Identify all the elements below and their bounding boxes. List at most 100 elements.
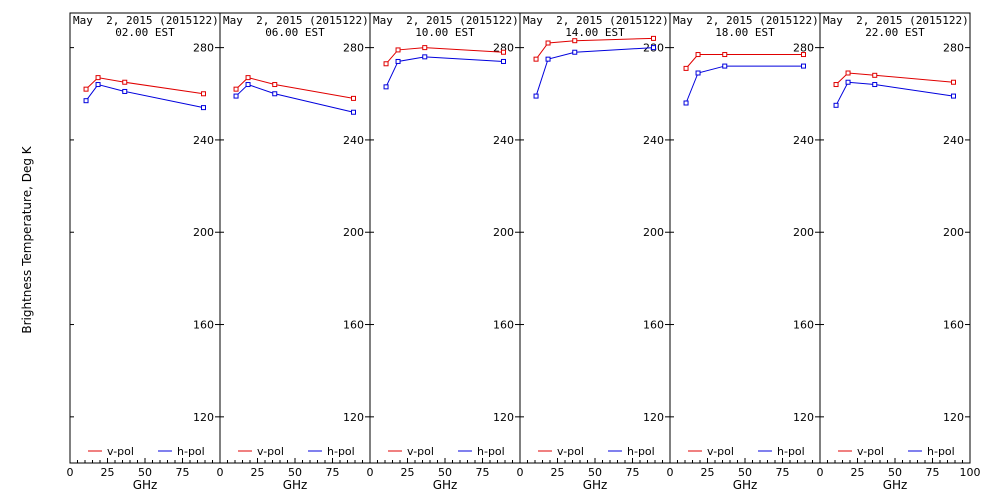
y-tick-label: 120 xyxy=(193,411,214,424)
x-tick-label: 0 xyxy=(817,466,824,479)
y-tick-label: 280 xyxy=(193,42,214,55)
x-tick-label: 25 xyxy=(101,466,115,479)
data-point-h-pol xyxy=(383,84,389,90)
data-point-h-pol xyxy=(395,58,401,64)
y-tick-label: 200 xyxy=(793,226,814,239)
x-tick-label: 50 xyxy=(138,466,152,479)
y-tick-label: 160 xyxy=(193,319,214,332)
data-point-h-pol xyxy=(695,70,701,76)
panel-title-time: 22.00 EST xyxy=(865,26,925,39)
data-point-h-pol xyxy=(872,82,878,88)
data-point-h-pol xyxy=(95,82,101,88)
data-point-h-pol xyxy=(683,100,689,106)
data-point-v-pol xyxy=(833,82,839,88)
data-point-v-pol xyxy=(233,86,239,92)
series-line-v-pol xyxy=(835,72,954,85)
panel-6: May 2, 2015 (2015122)22.00 EST 120 160 200 2… xyxy=(817,12,981,492)
data-point-v-pol xyxy=(533,56,539,62)
y-tick-label: 240 xyxy=(643,134,664,147)
data-point-v-pol xyxy=(695,52,701,58)
panel-1: May 2, 2015 (2015122)02.00 EST 120 160 200 2… xyxy=(67,12,221,492)
y-tick-label: 240 xyxy=(193,134,214,147)
data-point-v-pol xyxy=(951,79,956,85)
x-tick-label: 0 xyxy=(67,466,74,479)
series-line-v-pol xyxy=(385,47,504,65)
data-point-h-pol xyxy=(951,93,956,99)
x-tick-label: 50 xyxy=(888,466,902,479)
y-tick-label: 280 xyxy=(343,42,364,55)
y-tick-label: 280 xyxy=(793,42,814,55)
x-tick-label: 75 xyxy=(776,466,790,479)
y-tick-label: 160 xyxy=(343,319,364,332)
panel-title-time: 14.00 EST xyxy=(565,26,625,39)
data-point-h-pol xyxy=(545,56,551,62)
legend-label-h-pol: h-pol xyxy=(627,445,655,458)
data-point-v-pol xyxy=(201,91,206,97)
panel-3: May 2, 2015 (2015122)10.00 EST 120 160 200 2… xyxy=(367,12,521,492)
legend-label-h-pol: h-pol xyxy=(927,445,955,458)
data-point-h-pol xyxy=(845,79,851,85)
x-tick-label: 50 xyxy=(288,466,302,479)
series-line-v-pol xyxy=(685,54,804,69)
panels: May 2, 2015 (2015122)02.00 EST1201602002… xyxy=(67,12,981,492)
x-tick-label: 100 xyxy=(960,466,981,479)
x-tick-label: 0 xyxy=(517,466,524,479)
series-line-h-pol xyxy=(685,65,804,104)
series-line-h-pol xyxy=(385,56,504,88)
data-point-v-pol xyxy=(872,72,878,78)
x-tick-label: 25 xyxy=(851,466,865,479)
data-point-v-pol xyxy=(845,70,851,76)
data-point-v-pol xyxy=(351,95,356,101)
x-tick-label: 25 xyxy=(401,466,415,479)
data-point-h-pol xyxy=(651,45,656,51)
y-tick-label: 200 xyxy=(193,226,214,239)
data-point-h-pol xyxy=(83,98,89,104)
data-point-v-pol xyxy=(572,38,578,44)
x-tick-label: 75 xyxy=(176,466,190,479)
series-line-v-pol xyxy=(535,37,654,60)
x-tick-label: 75 xyxy=(626,466,640,479)
y-tick-label: 200 xyxy=(493,226,514,239)
x-tick-label: 75 xyxy=(476,466,490,479)
panel-title-time: 18.00 EST xyxy=(715,26,775,39)
panel-title-date: May 2, 2015 (2015122) xyxy=(523,14,669,27)
data-point-v-pol xyxy=(245,75,251,81)
x-tick-label: 25 xyxy=(551,466,565,479)
y-tick-label: 200 xyxy=(643,226,664,239)
data-point-v-pol xyxy=(422,45,428,51)
panel-title-date: May 2, 2015 (2015122) xyxy=(223,14,369,27)
x-axis-label: GHz xyxy=(433,478,458,492)
panel-4: May 2, 2015 (2015122)14.00 EST 120 160 200 2… xyxy=(517,12,671,492)
series-line-h-pol xyxy=(235,83,354,113)
y-tick-label: 280 xyxy=(943,42,964,55)
data-point-v-pol xyxy=(395,47,401,53)
data-point-v-pol xyxy=(83,86,89,92)
x-axis-label: GHz xyxy=(283,478,308,492)
legend-label-h-pol: h-pol xyxy=(477,445,505,458)
data-point-v-pol xyxy=(683,65,689,71)
data-point-h-pol xyxy=(801,63,806,69)
legend-label-v-pol: v-pol xyxy=(257,445,284,458)
x-axis-label: GHz xyxy=(583,478,608,492)
y-tick-label: 280 xyxy=(493,42,514,55)
data-point-h-pol xyxy=(233,93,239,99)
x-tick-label: 50 xyxy=(588,466,602,479)
x-axis-label: GHz xyxy=(733,478,758,492)
data-point-v-pol xyxy=(95,75,101,81)
x-tick-label: 25 xyxy=(251,466,265,479)
x-tick-label: 0 xyxy=(217,466,224,479)
y-tick-label: 160 xyxy=(943,319,964,332)
data-point-h-pol xyxy=(722,63,728,69)
legend-label-v-pol: v-pol xyxy=(107,445,134,458)
y-axis-label: Brightness Temperature, Deg K xyxy=(20,145,34,333)
data-point-v-pol xyxy=(722,52,728,58)
x-tick-label: 50 xyxy=(738,466,752,479)
series-line-v-pol xyxy=(235,77,354,99)
x-tick-label: 75 xyxy=(326,466,340,479)
panel-title-date: May 2, 2015 (2015122) xyxy=(673,14,819,27)
data-point-h-pol xyxy=(572,49,578,55)
data-point-h-pol xyxy=(833,102,839,108)
series-line-h-pol xyxy=(535,47,654,97)
y-tick-label: 240 xyxy=(943,134,964,147)
